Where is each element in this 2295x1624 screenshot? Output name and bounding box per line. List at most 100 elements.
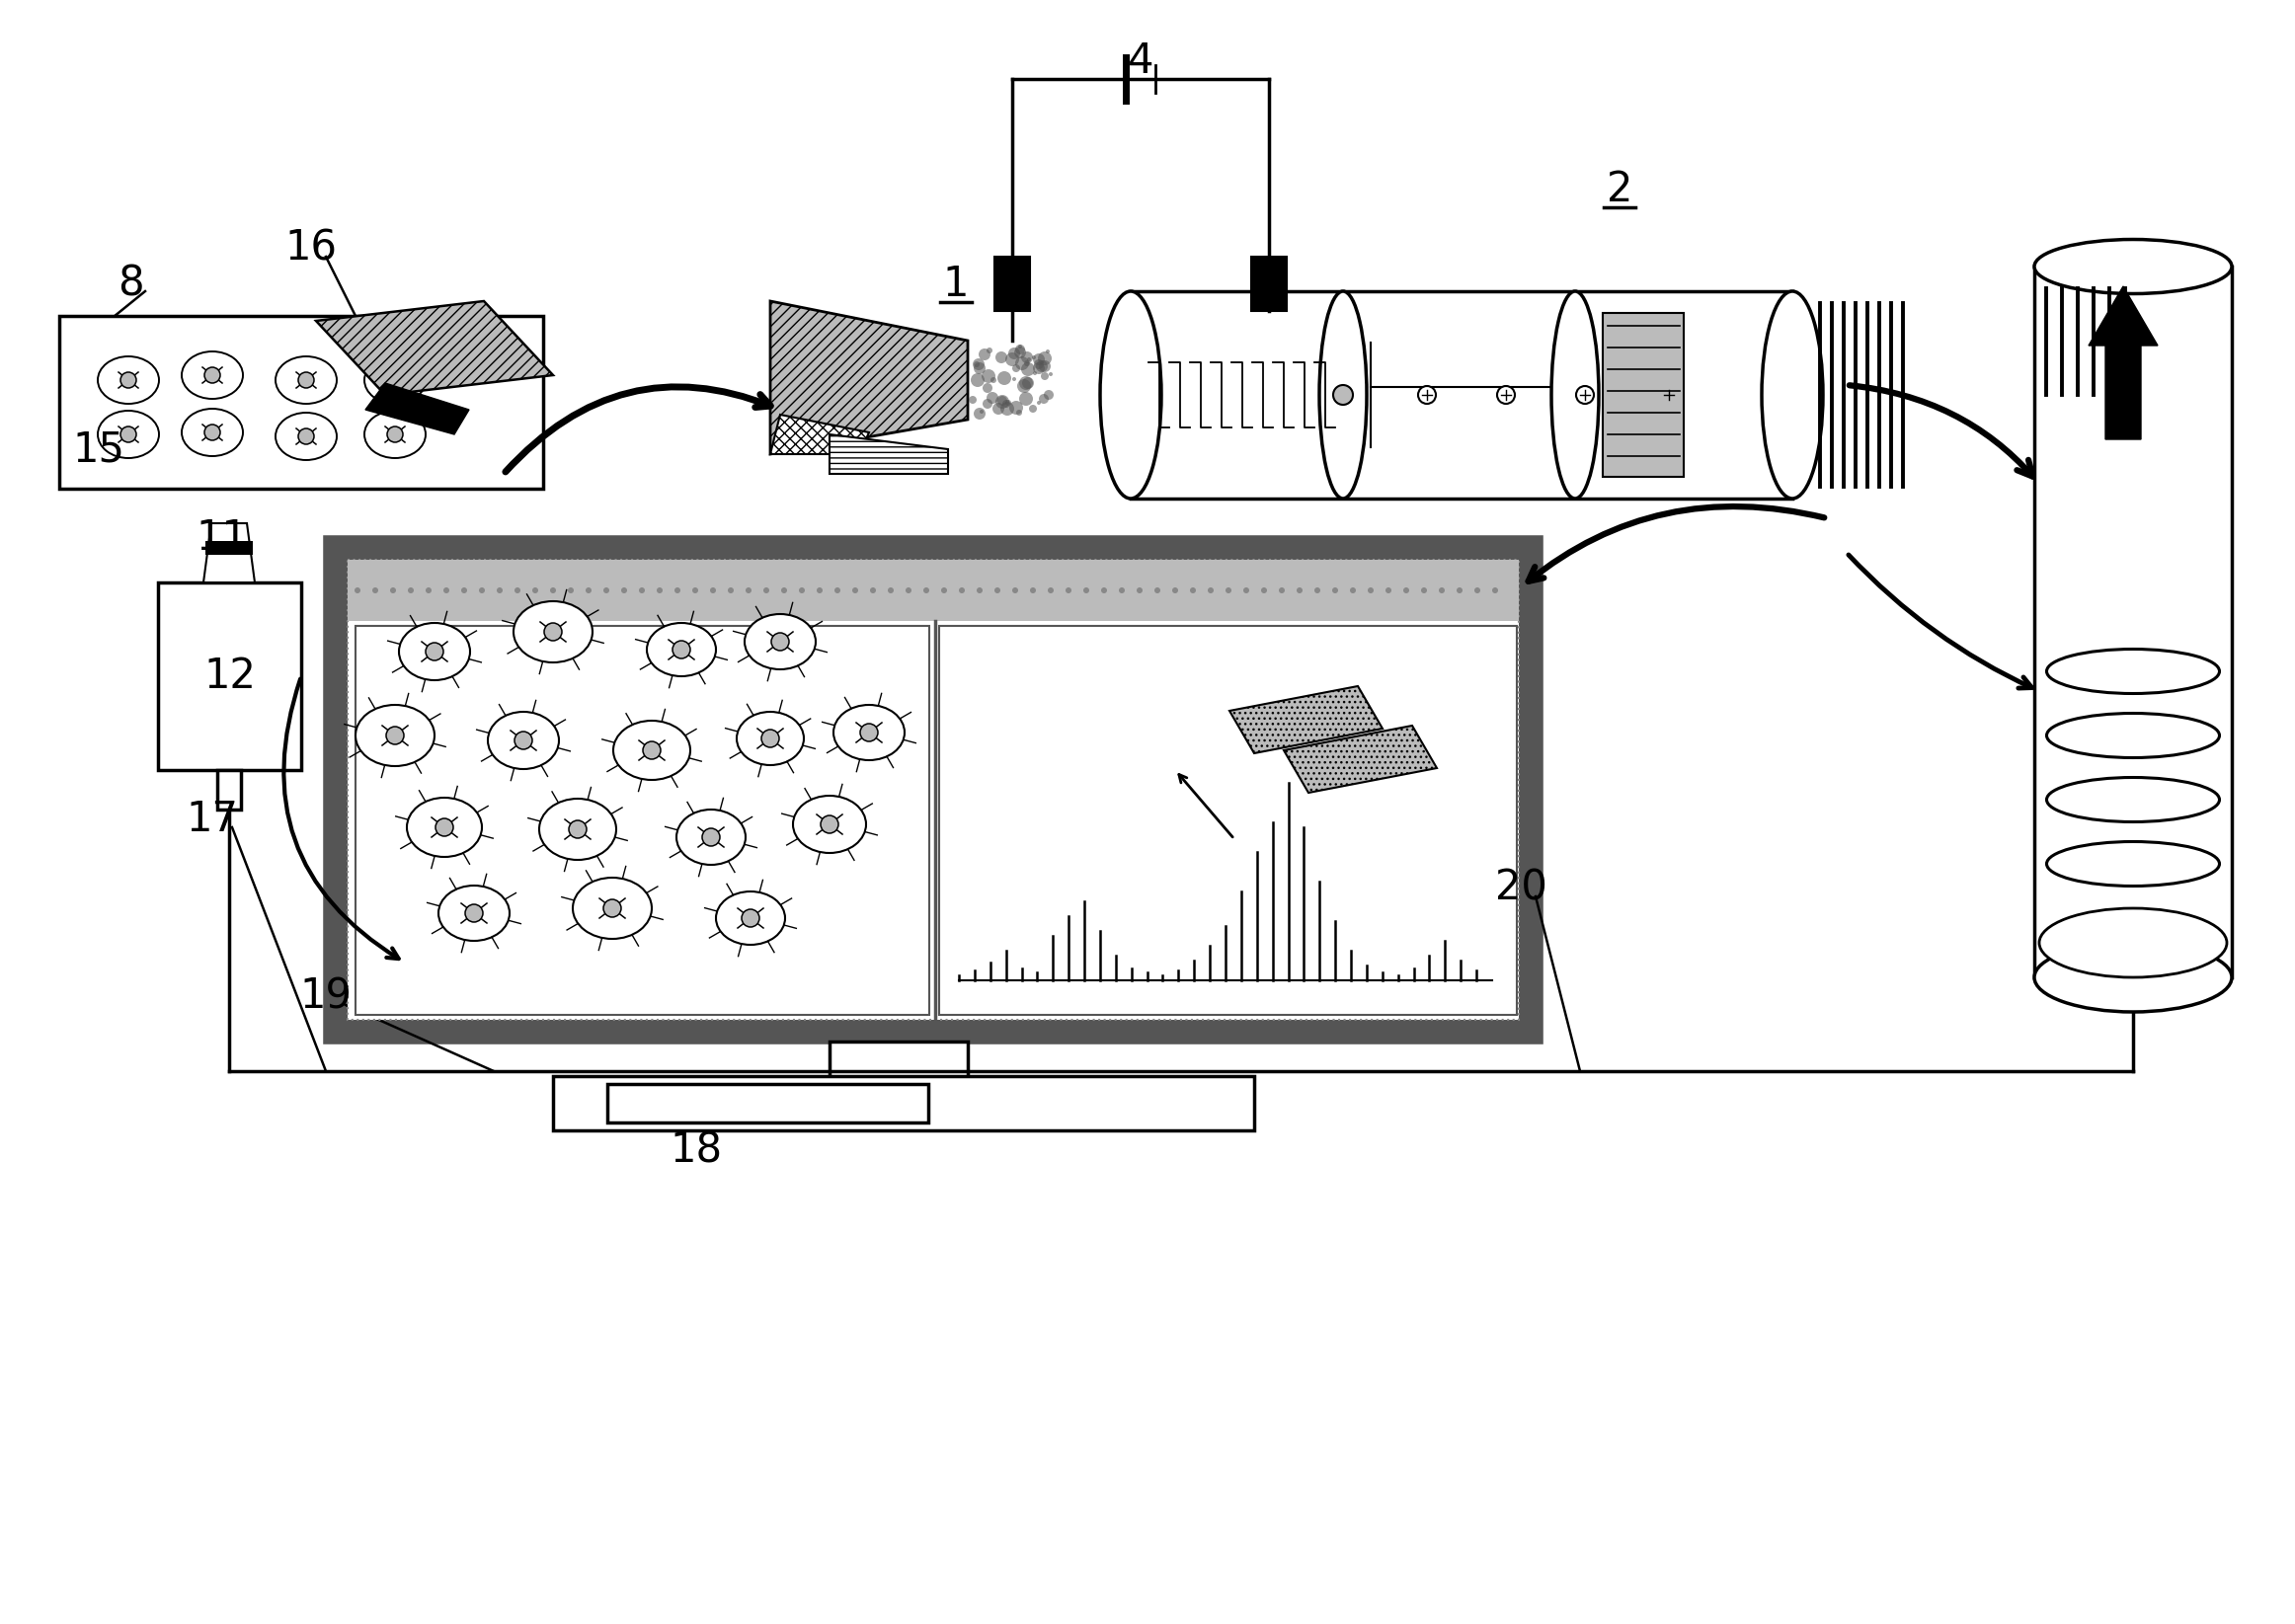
Circle shape [1014,346,1026,359]
Ellipse shape [721,896,780,940]
Ellipse shape [838,710,900,755]
Circle shape [204,424,220,440]
Ellipse shape [677,809,746,866]
Ellipse shape [647,624,716,676]
Circle shape [1033,372,1037,375]
Circle shape [996,395,1010,409]
Circle shape [532,588,539,593]
Circle shape [1260,588,1267,593]
Circle shape [1191,588,1196,593]
Circle shape [675,588,679,593]
Circle shape [425,643,443,661]
Ellipse shape [744,614,815,669]
Circle shape [1010,401,1024,414]
Circle shape [1037,401,1042,404]
Polygon shape [1230,685,1382,754]
Bar [1251,257,1287,310]
Ellipse shape [360,710,429,762]
Circle shape [604,900,622,918]
Circle shape [1033,362,1044,374]
Circle shape [799,588,806,593]
Circle shape [119,372,135,388]
Circle shape [1040,395,1049,404]
Ellipse shape [578,882,647,934]
Circle shape [973,361,980,367]
Ellipse shape [1763,291,1822,499]
Ellipse shape [2033,944,2231,1012]
Ellipse shape [716,892,785,945]
Circle shape [353,588,360,593]
Circle shape [1278,588,1285,593]
Circle shape [567,588,574,593]
Ellipse shape [2040,908,2226,978]
Circle shape [978,349,991,361]
Circle shape [973,408,985,419]
Circle shape [1040,361,1051,372]
Circle shape [1042,372,1049,380]
Circle shape [443,588,450,593]
Circle shape [1297,588,1304,593]
Circle shape [709,588,716,593]
Circle shape [1037,351,1051,365]
Text: 17: 17 [186,799,239,840]
Circle shape [298,429,314,445]
Circle shape [388,427,404,442]
Circle shape [1386,588,1391,593]
Circle shape [994,588,1001,593]
Circle shape [1017,378,1030,393]
Circle shape [1207,588,1214,593]
Circle shape [585,588,592,593]
Circle shape [888,588,893,593]
Text: 12: 12 [204,656,255,697]
Circle shape [1035,361,1049,372]
Circle shape [1173,588,1177,593]
Circle shape [1019,344,1021,349]
Circle shape [656,588,663,593]
Text: 8: 8 [117,263,145,305]
Circle shape [514,731,532,749]
Circle shape [1473,588,1480,593]
Circle shape [1244,588,1248,593]
Ellipse shape [1099,291,1161,499]
Circle shape [941,588,948,593]
Circle shape [973,359,985,370]
Circle shape [1028,357,1030,361]
Ellipse shape [181,351,243,400]
Ellipse shape [2033,239,2231,294]
Circle shape [461,588,468,593]
Bar [828,1041,968,1082]
Circle shape [741,909,760,927]
Circle shape [1049,588,1053,593]
Bar [608,1083,927,1122]
Bar [218,770,241,809]
Ellipse shape [613,721,691,780]
Circle shape [119,427,135,442]
Circle shape [1024,361,1030,367]
Circle shape [1044,390,1053,400]
Circle shape [1492,588,1499,593]
Circle shape [480,588,484,593]
Circle shape [514,588,521,593]
Circle shape [386,726,404,744]
Ellipse shape [365,356,425,404]
Circle shape [372,588,379,593]
Ellipse shape [438,885,509,940]
Ellipse shape [574,877,652,939]
Bar [939,625,1517,1015]
Polygon shape [771,414,870,455]
Circle shape [982,400,991,409]
Bar [994,257,1030,310]
Circle shape [1577,387,1593,404]
Circle shape [923,588,929,593]
Circle shape [1012,588,1019,593]
Text: 20: 20 [1494,867,1547,909]
Circle shape [1659,387,1678,404]
Circle shape [987,348,991,354]
Circle shape [780,588,787,593]
Circle shape [1035,359,1044,369]
Ellipse shape [799,801,861,848]
Ellipse shape [2047,713,2219,758]
Ellipse shape [99,356,158,404]
Circle shape [1421,588,1427,593]
Circle shape [1005,400,1012,406]
